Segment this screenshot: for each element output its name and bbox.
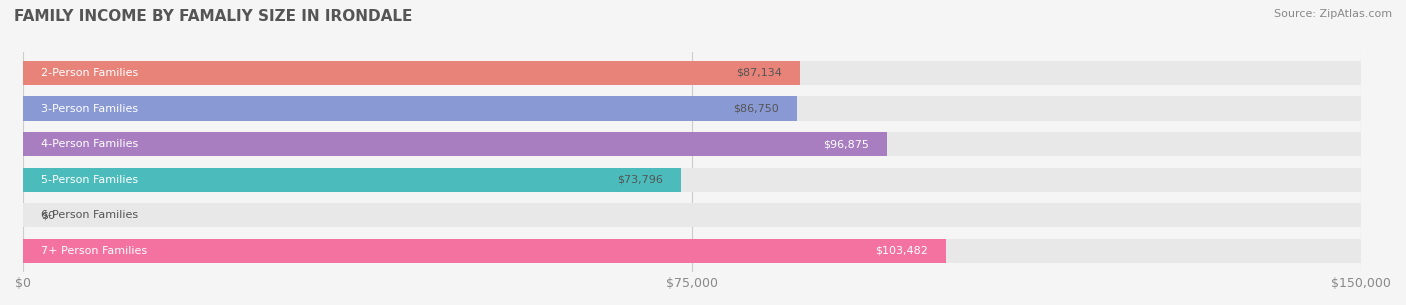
- Text: $73,796: $73,796: [617, 175, 664, 185]
- Bar: [22, 61, 1361, 85]
- Bar: [22, 96, 797, 120]
- Text: $103,482: $103,482: [876, 246, 928, 256]
- Text: 4-Person Families: 4-Person Families: [41, 139, 138, 149]
- Text: 5-Person Families: 5-Person Families: [41, 175, 138, 185]
- Text: FAMILY INCOME BY FAMALIY SIZE IN IRONDALE: FAMILY INCOME BY FAMALIY SIZE IN IRONDAL…: [14, 9, 412, 24]
- Text: $86,750: $86,750: [734, 103, 779, 113]
- Bar: [22, 239, 946, 263]
- Bar: [22, 167, 682, 192]
- Text: 2-Person Families: 2-Person Families: [41, 68, 138, 78]
- Text: $87,134: $87,134: [737, 68, 782, 78]
- Text: 7+ Person Families: 7+ Person Families: [41, 246, 148, 256]
- Text: Source: ZipAtlas.com: Source: ZipAtlas.com: [1274, 9, 1392, 19]
- Bar: [22, 239, 1361, 263]
- Text: $96,875: $96,875: [824, 139, 869, 149]
- Bar: [22, 96, 1361, 120]
- Text: 6-Person Families: 6-Person Families: [41, 210, 138, 220]
- Bar: [22, 203, 1361, 227]
- Text: $0: $0: [41, 210, 55, 220]
- Bar: [22, 132, 1361, 156]
- Bar: [22, 132, 887, 156]
- Text: 3-Person Families: 3-Person Families: [41, 103, 138, 113]
- Bar: [22, 167, 1361, 192]
- Bar: [22, 61, 800, 85]
